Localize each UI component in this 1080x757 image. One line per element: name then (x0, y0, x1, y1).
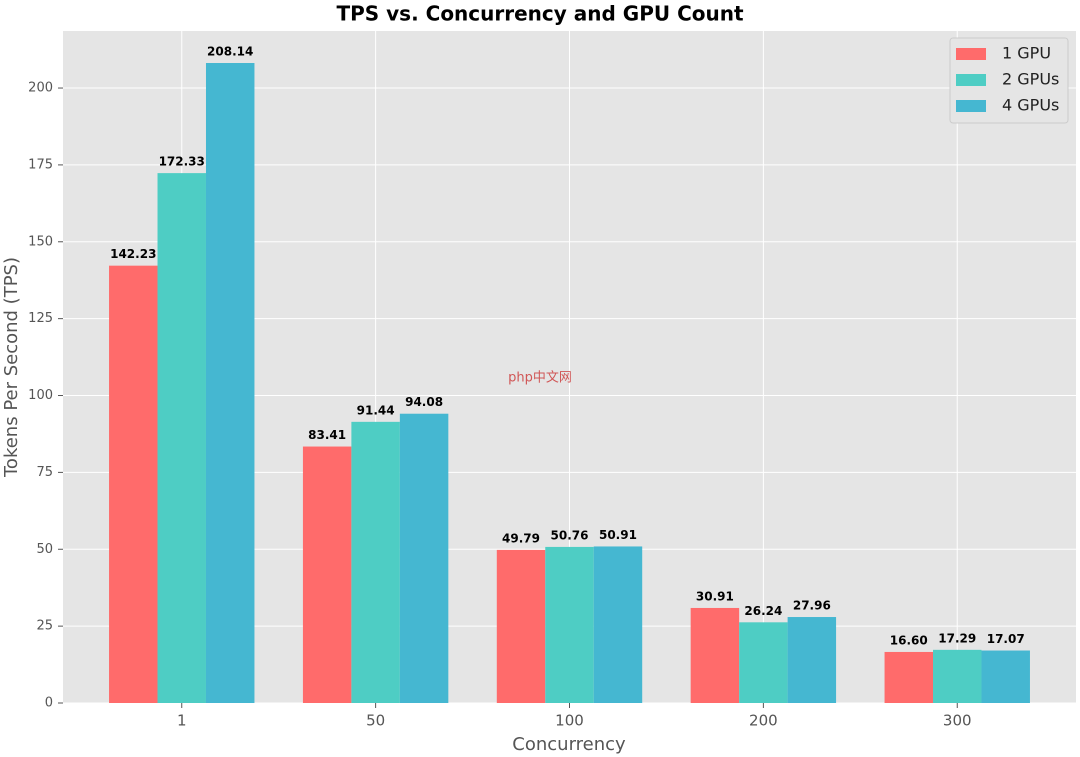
bar (739, 622, 788, 703)
value-label: 17.07 (987, 632, 1025, 646)
value-label: 208.14 (207, 45, 253, 59)
x-tick-label: 1 (177, 712, 187, 730)
legend-swatch (956, 48, 986, 60)
value-label: 16.60 (890, 633, 928, 647)
y-tick-label: 50 (36, 542, 53, 557)
legend-swatch (956, 100, 986, 112)
value-label: 91.44 (357, 403, 395, 417)
bar (302, 446, 352, 703)
bar (884, 651, 934, 703)
bar (205, 63, 255, 703)
value-label: 30.91 (696, 589, 734, 603)
bar (933, 649, 982, 703)
x-tick-label: 50 (366, 712, 385, 730)
value-label: 49.79 (502, 531, 540, 545)
y-tick-label: 175 (28, 157, 53, 172)
value-label: 94.08 (405, 395, 443, 409)
bar (157, 173, 206, 703)
x-tick-label: 200 (749, 712, 778, 730)
value-label: 142.23 (110, 247, 156, 261)
legend-label: 1 GPU (1002, 44, 1051, 63)
y-tick-label: 200 (28, 81, 53, 96)
legend-label: 4 GPUs (1002, 96, 1059, 115)
x-tick-label: 100 (555, 712, 584, 730)
value-label: 27.96 (793, 599, 831, 613)
bar (496, 549, 546, 703)
legend-swatch (956, 74, 986, 86)
legend: 1 GPU 2 GPUs 4 GPUs (949, 37, 1069, 124)
y-tick-label: 150 (28, 234, 53, 249)
bar (399, 413, 449, 703)
value-label: 26.24 (744, 604, 782, 618)
y-tick-label: 0 (45, 696, 53, 711)
y-tick-label: 125 (28, 311, 53, 326)
y-tick-label: 75 (36, 465, 53, 480)
value-label: 17.29 (938, 631, 976, 645)
value-label: 172.33 (159, 155, 205, 169)
y-tick-label: 100 (28, 388, 53, 403)
x-tick-label: 300 (943, 712, 972, 730)
bar (351, 421, 400, 703)
value-label: 50.91 (599, 528, 637, 542)
bar (981, 650, 1030, 703)
bar (593, 546, 643, 703)
y-axis-label: Tokens Per Second (TPS) (1, 257, 22, 478)
chart-title: TPS vs. Concurrency and GPU Count (336, 2, 743, 26)
value-label: 83.41 (308, 428, 346, 442)
watermark: php中文网 (508, 371, 572, 386)
value-label: 50.76 (551, 528, 589, 542)
x-axis-label: Concurrency (512, 734, 626, 755)
bar (690, 607, 740, 703)
legend-label: 2 GPUs (1002, 70, 1059, 89)
bar (109, 265, 158, 703)
bar (787, 617, 837, 703)
y-tick-label: 25 (36, 619, 53, 634)
bar (545, 546, 594, 703)
bars: 142.23 83.41 49.79 30.91 16.60 172.33 91.44 50.… (109, 45, 1030, 703)
